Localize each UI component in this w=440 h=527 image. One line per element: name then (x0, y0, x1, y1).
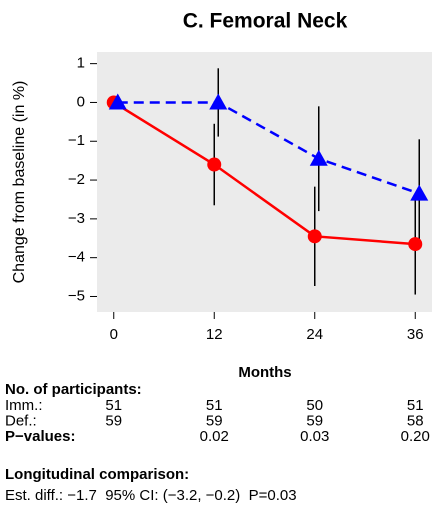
y-tick-label: −2 (68, 171, 85, 188)
participant-count: 50 (306, 397, 323, 414)
row-label: Def.: (5, 412, 37, 429)
y-tick-label: 1 (77, 55, 85, 72)
participant-count: 59 (306, 412, 323, 429)
x-tick-label: 24 (306, 326, 323, 343)
y-tick-label: −1 (68, 132, 85, 149)
p-value: 0.03 (300, 428, 329, 445)
participant-count: 59 (105, 412, 122, 429)
x-tick-label: 0 (110, 326, 118, 343)
pvalues-label: P−values: (5, 428, 75, 445)
participants-heading: No. of participants: (5, 381, 142, 398)
plot-area (97, 52, 432, 312)
point (209, 93, 228, 110)
participant-count: 51 (105, 397, 122, 414)
y-tick-label: −3 (68, 210, 85, 227)
x-tick-label: 12 (206, 326, 223, 343)
x-axis-label: Months (238, 364, 291, 381)
longitudinal-heading: Longitudinal comparison: (5, 466, 189, 483)
y-tick-label: −5 (68, 287, 85, 304)
point (309, 149, 328, 166)
participant-count: 51 (407, 397, 424, 414)
y-tick-label: 0 (77, 93, 85, 110)
y-tick-label: −4 (68, 249, 85, 266)
point (108, 93, 127, 110)
point (307, 229, 322, 244)
participant-count: 51 (206, 397, 223, 414)
series-line (117, 101, 420, 195)
participant-count: 58 (407, 412, 424, 429)
chart-title: C. Femoral Neck (183, 10, 348, 33)
x-tick-label: 36 (407, 326, 424, 343)
point (207, 157, 222, 172)
point (408, 237, 423, 252)
y-axis-label: Change from baseline (in %) (11, 81, 28, 284)
row-label: Imm.: (5, 397, 43, 414)
longitudinal-text: Est. diff.: −1.7 95% CI: (−3.2, −0.2) P=… (5, 487, 297, 504)
point (410, 184, 429, 201)
p-value: 0.20 (401, 428, 430, 445)
participant-count: 59 (206, 412, 223, 429)
p-value: 0.02 (200, 428, 229, 445)
series-line (113, 101, 416, 246)
